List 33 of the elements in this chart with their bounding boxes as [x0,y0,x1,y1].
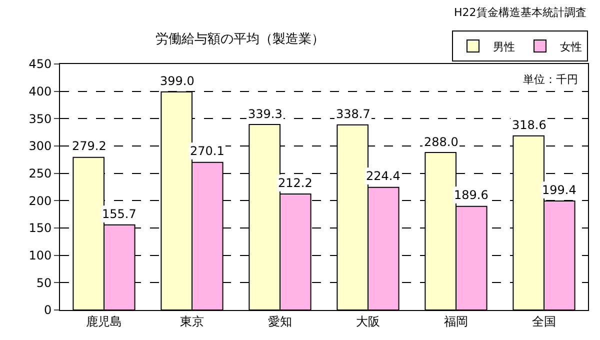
y-tick-label: 100 [28,248,52,263]
y-tick-label: 0 [44,303,52,318]
text: 338.7 [336,107,370,121]
x-tick-label: 全国 [532,314,556,328]
y-tick-label: 350 [28,112,52,126]
text: H22賃金構造基本統計調査 [454,6,586,19]
text: 199.4 [542,183,576,197]
text: 279.2 [72,139,106,153]
text: 339.3 [248,107,282,121]
chart-title: 労働給与額の平均（製造業） [156,32,324,48]
text: 212.2 [278,176,312,190]
x-tick-label: 大阪 [356,314,380,328]
annotation: 単位：千円 [523,73,578,86]
y-tick-label: 450 [28,57,52,72]
y-tick-label: 200 [28,194,52,208]
text: 318.6 [512,118,546,132]
x-tick-label: 福岡 [444,314,468,328]
legend-label: 男性 [493,40,515,54]
y-tick-label: 400 [28,84,52,99]
text: 189.6 [454,188,488,202]
text: 155.7 [102,207,136,221]
y-tick-label: 300 [28,139,52,154]
text: 224.4 [366,169,400,183]
x-tick-label: 東京 [180,314,204,328]
legend-label: 女性 [560,40,582,54]
y-tick-label: 50 [36,276,52,290]
x-tick-label: 愛知 [268,314,292,328]
y-tick-label: 250 [28,166,52,181]
x-tick-label: 鹿児島 [86,314,122,328]
text: 270.1 [190,144,224,158]
text: 288.0 [424,135,458,149]
y-tick-label: 150 [28,221,52,236]
text: 399.0 [160,74,194,88]
